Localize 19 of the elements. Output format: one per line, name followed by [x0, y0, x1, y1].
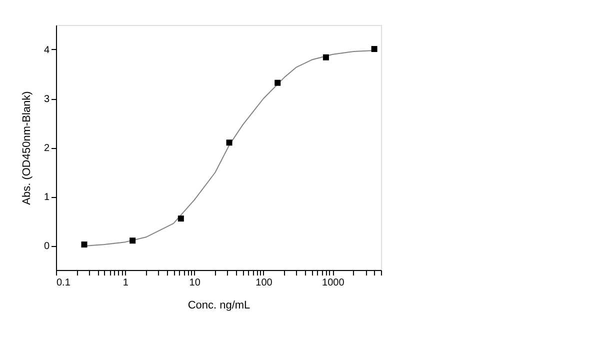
point: [226, 140, 232, 146]
y-tick-label: 4: [44, 45, 50, 56]
x-tick-label: 1: [122, 278, 129, 288]
y-axis-title: Abs. (OD450nm-Blank): [20, 91, 33, 205]
y-tick-label: 3: [44, 94, 50, 105]
point: [178, 216, 184, 222]
x-tick-label: 10: [189, 278, 201, 288]
point: [274, 80, 281, 86]
point: [81, 242, 88, 248]
point: [130, 238, 136, 244]
x-tick-label: 0.1: [56, 278, 71, 288]
point: [371, 46, 378, 52]
y-tick-label: 0: [44, 241, 50, 252]
x-tick-label: 100: [256, 278, 273, 288]
y-tick-label: 1: [44, 192, 50, 203]
point: [322, 54, 329, 60]
x-tick-label: 1000: [322, 278, 345, 288]
y-tick-label: 2: [44, 143, 50, 154]
x-axis-title: Conc. ng/mL: [188, 300, 250, 312]
